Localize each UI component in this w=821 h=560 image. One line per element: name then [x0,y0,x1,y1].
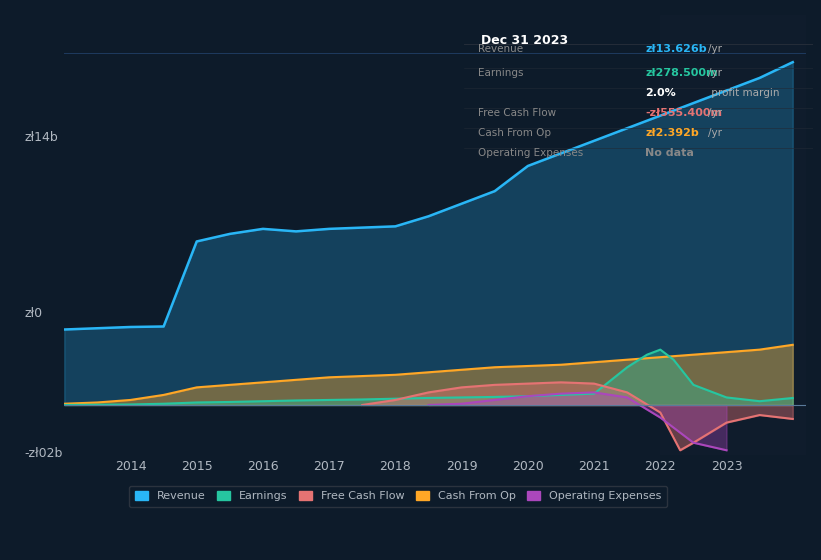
Legend: Revenue, Earnings, Free Cash Flow, Cash From Op, Operating Expenses: Revenue, Earnings, Free Cash Flow, Cash … [129,486,667,507]
Text: Cash From Op: Cash From Op [478,128,551,138]
Text: zł278.500m: zł278.500m [645,68,718,78]
Text: Earnings: Earnings [478,68,523,78]
Text: No data: No data [645,148,695,158]
Text: Free Cash Flow: Free Cash Flow [478,108,556,118]
Text: Operating Expenses: Operating Expenses [478,148,583,158]
Text: -zł02b: -zł02b [25,447,63,460]
Text: zł0: zł0 [25,307,43,320]
Text: Revenue: Revenue [478,44,523,54]
Text: zł2.392b: zł2.392b [645,128,699,138]
Text: /yr: /yr [708,128,722,138]
Text: profit margin: profit margin [708,88,780,98]
Text: /yr: /yr [708,108,722,118]
Text: 2.0%: 2.0% [645,88,676,98]
Text: Dec 31 2023: Dec 31 2023 [481,34,568,47]
Text: zł13.626b: zł13.626b [645,44,707,54]
Bar [660,15,806,455]
Text: /yr: /yr [708,44,722,54]
Text: zł14b: zł14b [25,130,58,144]
Text: -zł555.400m: -zł555.400m [645,108,722,118]
Text: /yr: /yr [708,68,722,78]
